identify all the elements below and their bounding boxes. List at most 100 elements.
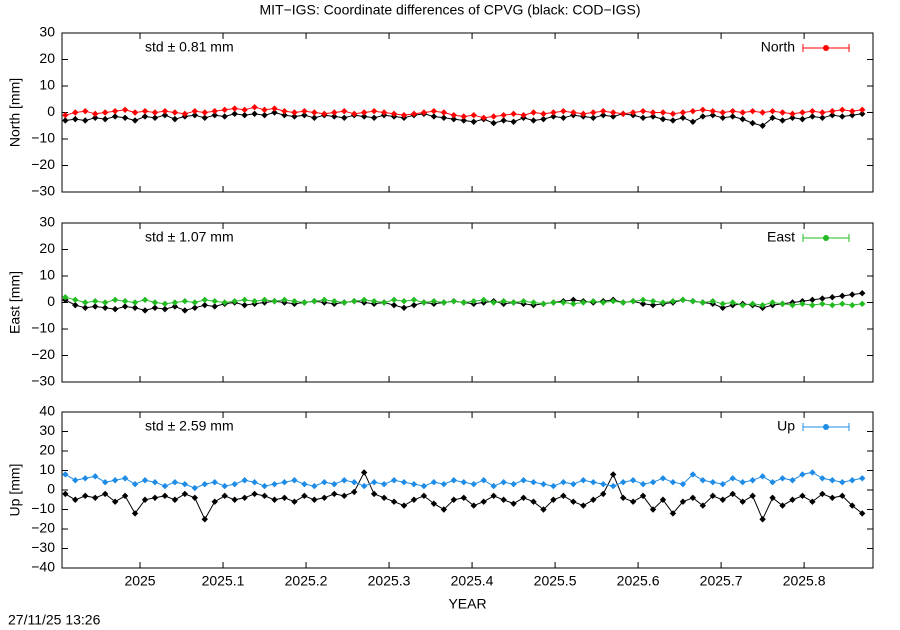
data-point	[281, 111, 288, 119]
data-point	[789, 477, 796, 484]
data-point	[789, 301, 796, 309]
data-point	[649, 479, 657, 486]
data-point	[360, 296, 368, 304]
data-point	[500, 496, 507, 503]
data-point	[72, 496, 79, 503]
data-point	[550, 496, 557, 503]
y-tick-label: −10	[31, 130, 55, 146]
data-point	[82, 299, 89, 306]
data-point	[829, 294, 836, 301]
data-point	[540, 506, 547, 513]
data-point	[759, 109, 766, 116]
data-point	[530, 299, 537, 306]
data-point	[201, 301, 208, 309]
data-point	[271, 297, 278, 305]
data-point	[779, 300, 786, 308]
data-point	[520, 111, 527, 119]
data-point	[311, 114, 318, 121]
data-point	[201, 516, 208, 523]
data-point	[141, 107, 149, 115]
data-point	[301, 299, 308, 306]
data-point	[729, 475, 736, 482]
data-point	[211, 107, 218, 115]
legend-label: North	[761, 39, 795, 55]
data-point	[679, 296, 687, 304]
data-point	[211, 297, 218, 305]
data-point	[111, 296, 119, 304]
data-point	[221, 113, 228, 120]
data-point	[82, 475, 89, 482]
data-point	[570, 109, 577, 116]
data-point	[341, 107, 348, 115]
data-point	[241, 301, 248, 309]
data-point	[590, 109, 597, 116]
data-point	[450, 477, 458, 484]
data-point	[430, 107, 438, 115]
data-point	[799, 300, 806, 308]
x-tick-label: 2025.7	[700, 573, 743, 589]
data-point	[769, 494, 776, 501]
data-point	[759, 516, 766, 523]
data-point	[769, 299, 776, 306]
data-point	[82, 304, 89, 311]
data-point	[121, 492, 129, 500]
data-point	[749, 477, 756, 484]
data-point	[72, 296, 79, 304]
legend-label: Up	[777, 418, 795, 434]
data-point	[161, 111, 169, 119]
y-tick-label: 20	[39, 240, 55, 256]
data-point	[101, 490, 109, 498]
data-point	[430, 500, 438, 507]
data-point	[181, 490, 189, 498]
data-point	[181, 297, 189, 305]
data-point	[350, 110, 358, 118]
y-tick-label: −30	[31, 373, 55, 389]
data-point	[699, 502, 707, 509]
x-tick-label: 2025.3	[368, 573, 411, 589]
data-point	[859, 300, 866, 308]
data-point	[151, 299, 159, 306]
data-point	[689, 118, 697, 125]
data-point	[111, 477, 119, 484]
y-tick-label: −20	[31, 346, 55, 362]
y-tick-label: −20	[31, 520, 55, 536]
data-point	[829, 107, 836, 115]
data-point	[390, 301, 398, 309]
data-point	[271, 496, 278, 503]
chart-title: MIT−IGS: Coordinate differences of CPVG …	[260, 2, 641, 18]
data-point	[659, 109, 667, 116]
data-point	[291, 477, 298, 484]
data-point	[331, 109, 338, 116]
data-point	[799, 492, 806, 500]
data-point	[699, 106, 707, 114]
data-point	[649, 109, 657, 116]
data-point	[600, 480, 607, 488]
data-point	[679, 480, 687, 488]
y-tick-label: 0	[47, 293, 55, 309]
data-point	[629, 109, 637, 116]
data-point	[500, 479, 507, 486]
data-point	[729, 107, 736, 115]
data-point	[231, 110, 238, 118]
data-point	[829, 111, 836, 119]
data-point	[211, 498, 218, 505]
data-point	[121, 297, 129, 305]
data-point	[141, 477, 149, 484]
data-point	[490, 482, 497, 490]
data-point	[669, 297, 677, 305]
data-point	[191, 107, 199, 115]
data-point	[789, 114, 796, 121]
data-point	[191, 111, 199, 119]
data-point	[799, 471, 806, 478]
data-point	[769, 114, 776, 121]
data-point	[749, 492, 756, 500]
data-point	[62, 111, 69, 119]
data-point	[121, 106, 129, 114]
timestamp: 27/11/25 13:26	[8, 612, 101, 628]
data-point	[769, 107, 776, 115]
data-point	[171, 479, 179, 486]
y-tick-label: −10	[31, 320, 55, 336]
data-point	[191, 484, 199, 492]
data-point	[809, 296, 816, 304]
data-point	[281, 107, 288, 115]
